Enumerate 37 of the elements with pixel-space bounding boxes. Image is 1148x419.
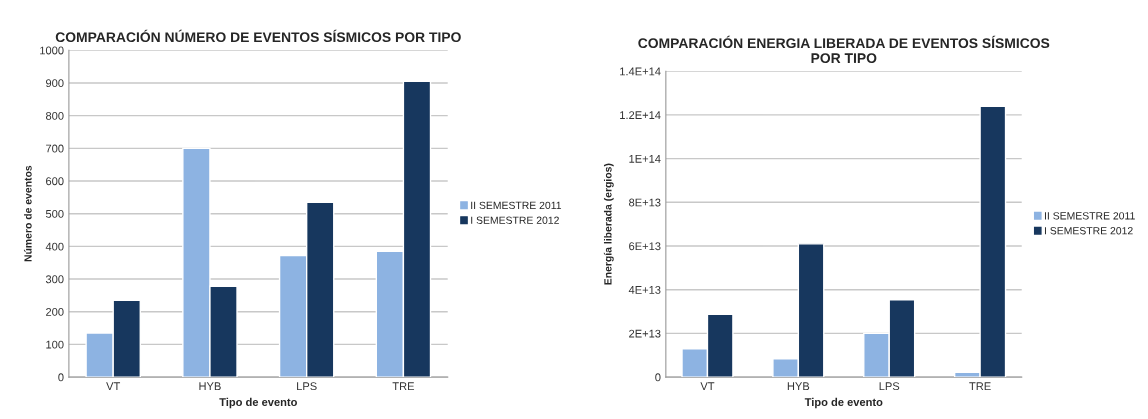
x-tick-label: HYB <box>199 382 221 391</box>
y-tick-label: 700 <box>46 144 64 153</box>
y-tick-label: 200 <box>46 308 64 316</box>
y-tick-label: 0 <box>655 373 661 382</box>
x-tick-label: HYB <box>787 382 810 391</box>
chart-title: COMPARACIÓN ENERGIA LIBERADA DE EVENTOS SÍSMICOS POR TIPO <box>638 35 1050 64</box>
y-tick-label: 500 <box>45 209 64 218</box>
x-tick-label: TRE <box>969 382 991 391</box>
y-tick-label: 1000 <box>40 46 64 55</box>
y-tick-label: 8E+13 <box>629 198 661 207</box>
x-axis-title: Tipo de evento <box>219 397 297 409</box>
legend-label: I SEMESTRE 2012 <box>1044 227 1133 235</box>
y-tick-label: 1.4E+14 <box>620 67 661 76</box>
y-axis-title: Número de eventos <box>23 165 32 262</box>
y-axis-title: Energía liberada (ergios) <box>603 163 614 285</box>
y-tick-label: 4E+13 <box>628 285 661 294</box>
x-axis-title: Tipo de evento <box>804 397 883 409</box>
y-tick-label: 1E+14 <box>629 155 661 163</box>
x-tick-label: TRE <box>392 382 415 391</box>
x-tick-label: LPS <box>879 382 900 391</box>
legend-label: II SEMESTRE 2011 <box>471 201 562 210</box>
legend-label: II SEMESTRE 2011 <box>1044 212 1135 220</box>
y-tick-label: 300 <box>45 275 64 284</box>
y-tick-label: 1.2E+14 <box>620 111 661 119</box>
x-tick-label: VT <box>700 382 715 391</box>
y-tick-label: 900 <box>46 79 64 88</box>
x-tick-label: LPS <box>297 382 317 391</box>
y-tick-label: 6E+13 <box>629 242 661 251</box>
chart-title: COMPARACIÓN NÚMERO DE EVENTOS SÍSMICOS POR TIPO <box>55 29 461 43</box>
legend-label: I SEMESTRE 2012 <box>471 216 559 224</box>
y-tick-label: 100 <box>46 340 64 349</box>
y-tick-label: 600 <box>46 177 64 186</box>
y-tick-label: 2E+13 <box>629 329 661 338</box>
y-tick-label: 800 <box>45 111 64 120</box>
x-tick-label: VT <box>106 382 121 391</box>
y-tick-label: 400 <box>45 242 64 251</box>
y-tick-label: 0 <box>58 373 64 382</box>
